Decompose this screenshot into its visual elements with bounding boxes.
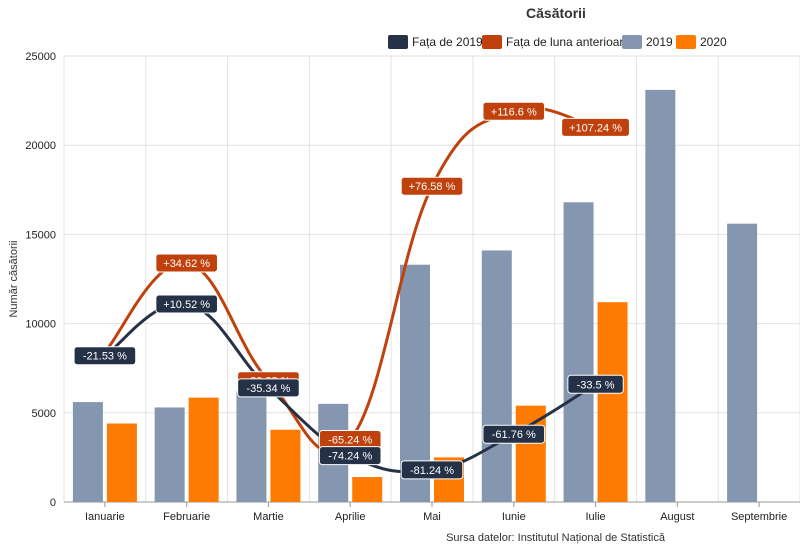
data-label: +76.58 %: [409, 181, 456, 193]
bar-2019-1: [154, 407, 185, 502]
data-label: -74.24 %: [328, 451, 372, 463]
y-tick-label: 10000: [25, 319, 56, 331]
legend-item-label: 2020: [700, 35, 727, 49]
data-label: -61.76 %: [492, 429, 536, 441]
bar-2020-2: [270, 429, 301, 502]
data-label-box: [482, 424, 546, 444]
data-label-box: [561, 117, 630, 137]
y-tick-label: 15000: [25, 229, 56, 241]
data-label-box: [155, 253, 218, 273]
data-label-box: [73, 346, 137, 366]
x-axis-ticks: Ianuarie Februarie Martie Aprilie Mai Iunie Iu…: [85, 502, 787, 523]
bar-2020-5: [515, 405, 546, 502]
x-tick-label: Martie: [253, 511, 284, 523]
data-label: +10.52 %: [163, 299, 210, 311]
data-label-box: [400, 176, 464, 196]
data-label: -35.34 %: [246, 383, 290, 395]
data-label-box: [237, 378, 300, 398]
data-label: -33.5 %: [577, 379, 615, 391]
bar-2019-8: [727, 223, 758, 503]
data-label-box: [400, 460, 464, 480]
x-tick-label: Iunie: [502, 511, 526, 523]
x-tick-label: Februarie: [163, 511, 210, 523]
data-label: +116.6 %: [491, 106, 537, 118]
legend-item-label: Fața de luna anterioară: [506, 35, 630, 49]
data-label-box: [482, 101, 546, 121]
chart-title: Căsătorii: [526, 5, 586, 21]
bar-2019-5: [481, 250, 512, 502]
data-label: -65.24 %: [328, 435, 372, 447]
bar-2020-3: [352, 477, 383, 502]
bar-2019-0: [72, 402, 103, 502]
bar-2020-0: [106, 423, 137, 502]
x-tick-label: Septembrie: [731, 511, 787, 523]
data-label: +107.24 %: [569, 122, 622, 134]
data-labels: +34.62 %-20.88 %-65.24 %+76.58 %+116.6 %…: [73, 101, 630, 480]
x-tick-label: Iulie: [585, 511, 605, 523]
bar-2020-6: [597, 302, 628, 502]
x-tick-label: Aprilie: [335, 511, 366, 523]
y-tick-label: 25000: [25, 51, 56, 63]
x-tick-label: August: [660, 511, 694, 523]
legend-item-label: 2019: [646, 35, 673, 49]
bar-2019-7: [645, 89, 676, 502]
legend-swatch: [676, 35, 696, 49]
legend: Fața de 2019 Fața de luna anterioară 2019 2…: [388, 35, 727, 49]
y-axis-label: Număr căsătorii: [8, 240, 20, 317]
y-axis-ticks: 0 5000 10000 15000 20000 25000: [25, 51, 56, 509]
legend-swatch: [622, 35, 642, 49]
data-label: +34.62 %: [163, 258, 210, 270]
y-tick-label: 20000: [25, 140, 56, 152]
bar-2019-2: [236, 391, 267, 502]
bar-2019-6: [563, 202, 594, 502]
y-tick-label: 5000: [32, 408, 56, 420]
data-label-box: [567, 374, 624, 394]
legend-swatch: [388, 35, 408, 49]
x-tick-label: Ianuarie: [85, 511, 125, 523]
source-note: Sursa datelor: Institutul Național de St…: [446, 532, 666, 544]
legend-item-label: Fața de 2019: [412, 35, 483, 49]
y-tick-label: 0: [50, 497, 56, 509]
data-label-box: [318, 446, 382, 466]
x-tick-label: Mai: [423, 511, 441, 523]
line-fa-a-de-luna-anterioar-: [103, 106, 596, 454]
bar-2020-1: [188, 397, 219, 502]
data-label: -81.24 %: [410, 465, 454, 477]
legend-swatch: [482, 35, 502, 49]
data-label-box: [155, 294, 218, 314]
data-label: -21.53 %: [83, 351, 127, 363]
